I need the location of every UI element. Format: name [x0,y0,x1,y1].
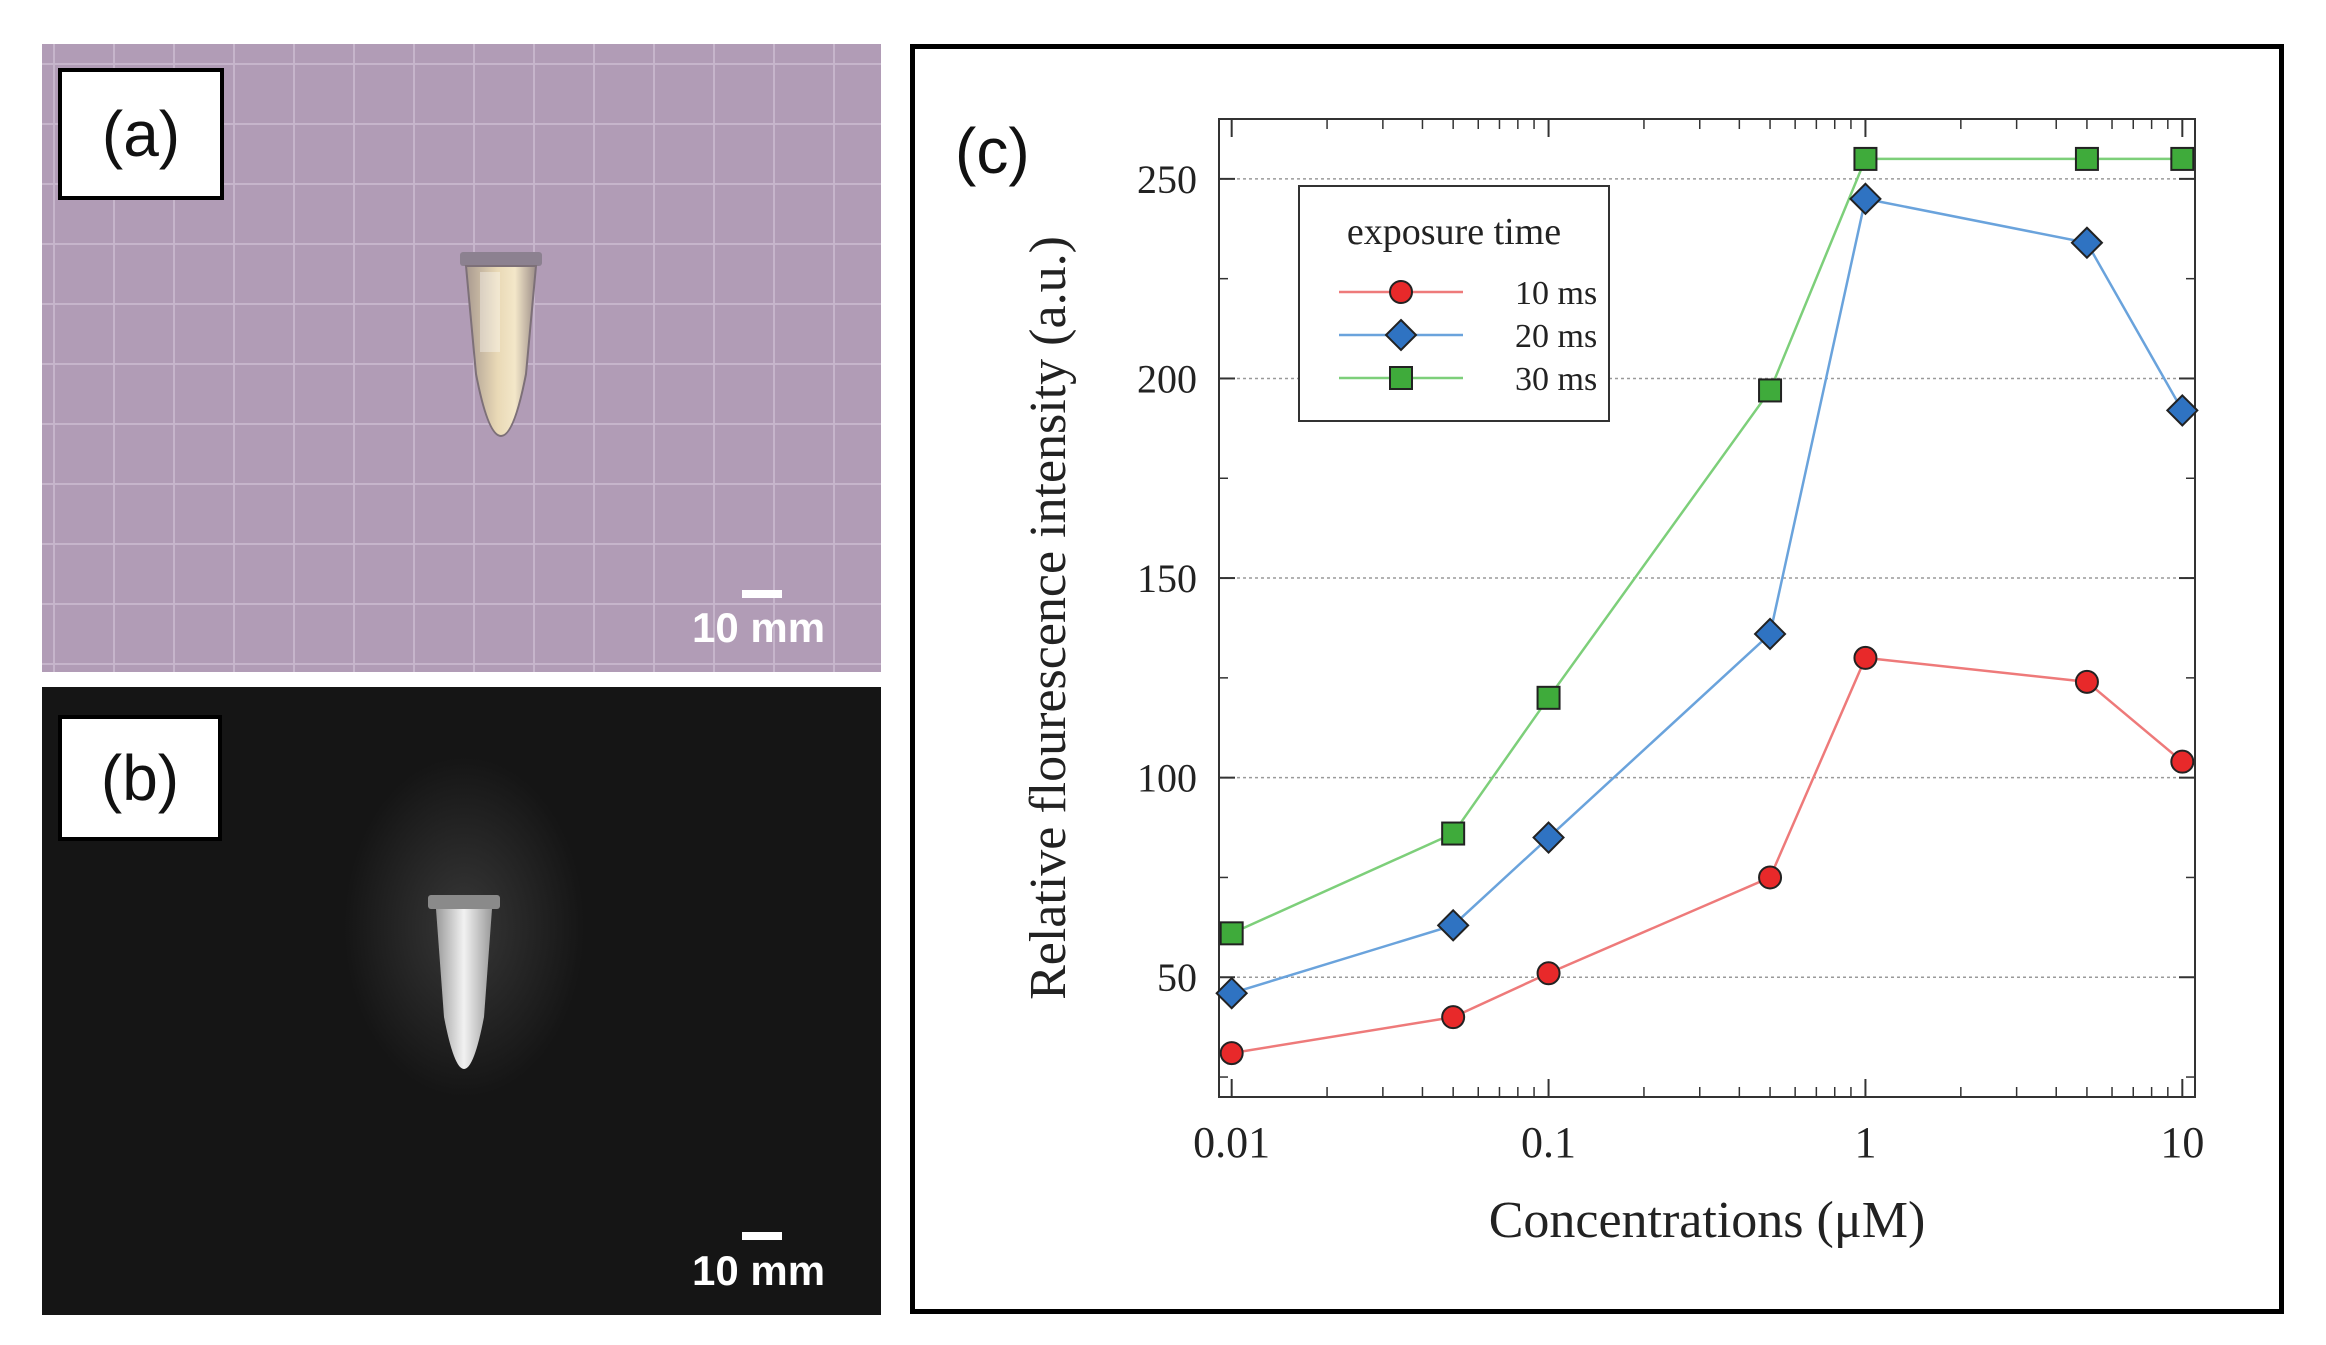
glowing-microtube [436,909,492,1069]
scale-bar-b [742,1232,782,1240]
photo-panel-b: (b) 10 mm [42,687,881,1315]
photo-panel-a: (a) 10 mm [42,44,881,672]
scale-label-b: 10 mm [692,1247,826,1294]
data-point [1536,685,1561,710]
data-point [1853,645,1878,670]
data-point [1215,976,1249,1010]
data-point [1532,821,1565,854]
data-point [1219,921,1244,946]
y-tick-label: 100 [1137,756,1197,801]
scale-bar-a [742,590,782,598]
y-tick-label: 200 [1137,356,1197,401]
data-point [1758,865,1783,890]
legend: exposure time 10 ms 20 ms 30 ms [1298,185,1610,422]
data-point [1389,280,1413,304]
x-tick-label: 0.01 [1193,1118,1270,1167]
data-point [2074,669,2099,694]
axes: 50 100 150 200 250 0.01 0.1 1 10 [1137,118,2204,1167]
data-point [1758,378,1783,403]
legend-box [1298,185,1610,422]
data-point [2070,226,2104,260]
tube-cap [460,252,542,266]
legend-entry-label: 20 ms [1515,318,1597,355]
data-point [2165,393,2199,427]
data-point [1389,366,1413,390]
legend-entry-label: 10 ms [1515,275,1597,312]
y-tick-label: 50 [1157,955,1197,1000]
panel-c-label: (c) [955,115,1030,187]
legend-title: exposure time [1347,211,1561,253]
data-point [2074,146,2099,171]
y-tick-label: 250 [1137,157,1197,202]
x-tick-label: 0.1 [1521,1118,1576,1167]
data-point [1753,617,1787,651]
fluorescence-chart: 50 100 150 200 250 0.01 0.1 1 10 exposure time 10… [955,115,2204,1249]
series [1215,146,2199,1066]
data-point [1441,1005,1466,1030]
legend-entry-label: 30 ms [1515,361,1597,398]
data-point [2170,749,2195,774]
x-axis-label: Concentrations (μM) [1489,1192,1926,1249]
data-point [1441,821,1466,846]
tube-cap [428,895,500,909]
microtube [464,265,538,438]
y-tick-label: 150 [1137,556,1197,601]
data-point [1536,961,1561,986]
data-point [2170,146,2195,171]
x-tick-label: 10 [2160,1118,2204,1167]
data-point [1853,146,1878,171]
plot-frame [1218,118,2196,1098]
y-axis-label: Relative flourescence intensity (a.u.) [1020,236,1077,1000]
panel-b-label: (b) [58,715,222,841]
data-point [1849,182,1882,216]
data-point [1219,1041,1244,1066]
data-point [1384,318,1418,352]
tube-fluorescence-image [42,687,881,1315]
series-line [1231,656,2184,1055]
chart-panel-c: 50 100 150 200 250 0.01 0.1 1 10 exposure time 10… [910,44,2284,1314]
x-tick-label: 1 [1854,1118,1876,1167]
scale-label-a: 10 mm [692,604,826,651]
panel-a-label: (a) [58,68,224,200]
data-point [1436,908,1470,942]
